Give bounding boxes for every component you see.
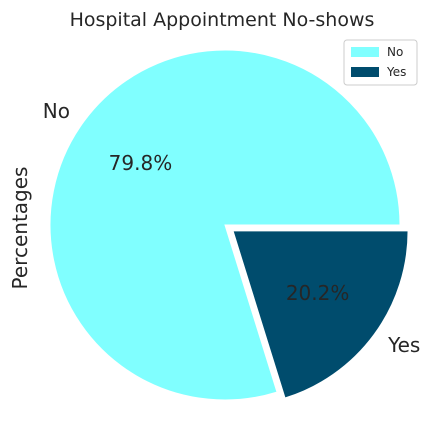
chart-legend: No Yes (344, 40, 417, 85)
chart-title: Hospital Appointment No-shows (70, 9, 375, 31)
slice-label-no: No (43, 99, 70, 123)
legend-label-yes: Yes (386, 65, 406, 79)
legend-label-no: No (387, 45, 403, 59)
legend-swatch-yes (351, 67, 379, 77)
pie-slices (50, 50, 408, 400)
y-axis-label: Percentages (8, 167, 32, 290)
pct-label-yes: 20.2% (286, 281, 350, 305)
legend-swatch-no (351, 47, 379, 57)
slice-label-yes: Yes (387, 333, 420, 357)
pct-label-no: 79.8% (109, 151, 173, 175)
